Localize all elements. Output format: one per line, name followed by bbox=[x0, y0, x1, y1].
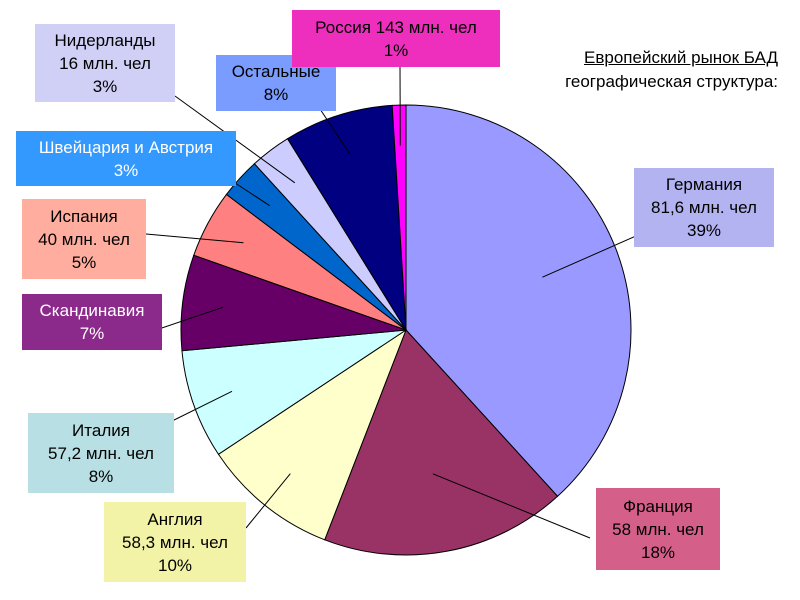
data-label-spain: Испания 40 млн. чел 5% bbox=[22, 199, 146, 279]
pie-slice-russia bbox=[391, 104, 407, 331]
data-label-germany: Германия 81,6 млн. чел 39% bbox=[634, 168, 774, 247]
label-percent: 5% bbox=[71, 252, 97, 272]
label-name: Италия bbox=[72, 420, 130, 440]
label-name: Испания bbox=[50, 206, 118, 226]
data-label-england: Англия 58,3 млн. чел 10% bbox=[104, 502, 246, 582]
label-percent: 8% bbox=[263, 85, 289, 104]
label-info: 57,2 млн. чел bbox=[48, 443, 154, 463]
leader-line-england bbox=[245, 473, 291, 529]
pie-slice-others bbox=[286, 104, 407, 331]
label-name: Россия 143 млн. чел bbox=[315, 17, 477, 37]
pie-slice-italy bbox=[181, 329, 407, 455]
label-name: Нидерланды bbox=[54, 30, 156, 50]
data-label-france: Франция 58 млн. чел 18% bbox=[596, 488, 720, 570]
leader-line-scandinavia bbox=[149, 306, 224, 333]
label-info: 58 млн. чел bbox=[612, 519, 704, 539]
data-label-netherlands: Нидерланды 16 млн. чел 3% bbox=[35, 24, 175, 102]
leader-line-spain bbox=[145, 233, 244, 244]
label-percent: 10% bbox=[157, 555, 193, 575]
label-name: Швейцария и Австрия bbox=[38, 137, 214, 157]
pie-slice-germany bbox=[405, 104, 632, 497]
label-info: 81,6 млн. чел bbox=[651, 198, 757, 217]
pie-slice-france bbox=[324, 329, 559, 556]
leader-line-france bbox=[432, 473, 591, 539]
label-name: Скандинавия bbox=[39, 301, 145, 320]
chart-title-line1: Европейский рынок БАД bbox=[584, 48, 778, 67]
label-percent: 18% bbox=[640, 542, 676, 562]
data-label-swiss-austria: Швейцария и Австрия 3% bbox=[16, 131, 236, 186]
data-label-scandinavia: Скандинавия 7% bbox=[22, 294, 162, 350]
leader-line-germany bbox=[542, 235, 637, 278]
label-name: Германия bbox=[665, 175, 743, 194]
label-percent: 3% bbox=[92, 76, 118, 96]
label-percent: 39% bbox=[686, 221, 722, 240]
label-percent: 3% bbox=[113, 160, 139, 180]
label-name: Франция bbox=[623, 496, 693, 516]
label-percent: 8% bbox=[88, 466, 114, 486]
label-info: 16 млн. чел bbox=[59, 53, 151, 73]
chart-title: Европейский рынок БАД географическая стр… bbox=[565, 46, 778, 94]
label-name: Англия bbox=[147, 509, 203, 529]
pie-slices bbox=[180, 104, 632, 556]
chart-title-line2: географическая структура: bbox=[565, 72, 778, 91]
label-info: 40 млн. чел bbox=[38, 229, 130, 249]
label-percent: 1% bbox=[383, 40, 409, 60]
label-info: 58,3 млн. чел bbox=[122, 532, 228, 552]
data-label-russia: Россия 143 млн. чел 1% bbox=[292, 10, 500, 67]
data-label-italy: Италия 57,2 млн. чел 8% bbox=[28, 413, 174, 493]
label-percent: 7% bbox=[79, 324, 105, 343]
